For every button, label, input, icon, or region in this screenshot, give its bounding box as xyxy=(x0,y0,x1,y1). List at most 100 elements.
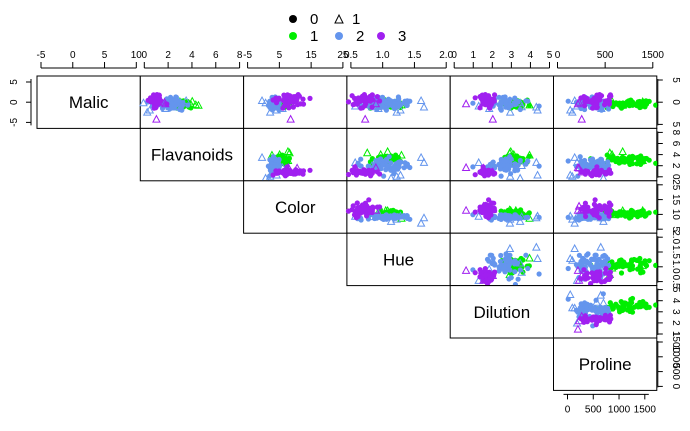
point-hue-dilution-127 xyxy=(503,258,509,264)
point-flavanoids-hue-7 xyxy=(362,148,372,157)
point-malic-hue-168 xyxy=(359,105,366,111)
point-hue-dilution-125 xyxy=(474,275,484,284)
diagonal-label-malic: Malic xyxy=(69,93,109,112)
legend-shape-0-icon xyxy=(289,15,297,23)
right-tick-label-1-2: 4 xyxy=(670,152,681,158)
point-dilution-proline-92 xyxy=(570,303,579,312)
point-dilution-proline-169 xyxy=(578,316,584,322)
right-tick-label-4-4: 1 xyxy=(670,331,681,337)
right-tick-label-2-1: 15 xyxy=(670,194,681,206)
point-dilution-proline-33 xyxy=(617,309,623,315)
point-malic-hue-154 xyxy=(350,102,356,108)
legend-color-2-icon xyxy=(335,32,343,40)
point-flavanoids-hue-124 xyxy=(358,163,364,169)
point-color-hue-174 xyxy=(354,209,360,215)
top-tick-label-hue-3: 2.0 xyxy=(439,50,453,61)
point-malic-flavanoids-134 xyxy=(152,114,161,123)
point-hue-proline-160 xyxy=(603,266,609,272)
top-tick-label-dilution-3: 3 xyxy=(509,50,515,61)
point-hue-proline-109 xyxy=(594,261,600,267)
point-malic-color-134 xyxy=(286,114,295,123)
point-hue-proline-173 xyxy=(594,272,600,278)
point-malic-flavanoids-161 xyxy=(161,99,170,108)
point-color-proline-165 xyxy=(606,213,612,219)
point-malic-hue-122 xyxy=(396,101,402,107)
point-malic-proline-51 xyxy=(653,102,659,108)
point-dilution-proline-103 xyxy=(583,302,589,309)
point-malic-proline-65 xyxy=(565,98,571,104)
point-flavanoids-dilution-127 xyxy=(503,166,509,172)
top-tick-label-flavanoids-4: 8 xyxy=(237,50,243,61)
top-tick-label-malic-1: 0 xyxy=(70,50,76,61)
right-tick-label-3-2: 1.0 xyxy=(670,260,681,274)
point-flavanoids-hue-106 xyxy=(401,165,407,171)
point-malic-hue-155 xyxy=(368,97,374,103)
point-dilution-proline-115 xyxy=(602,307,609,313)
point-color-proline-50 xyxy=(620,210,626,217)
right-tick-label-1-1: 6 xyxy=(670,141,681,147)
point-malic-flavanoids-175 xyxy=(158,98,164,104)
point-flavanoids-color-92 xyxy=(257,152,267,161)
point-malic-dilution-43 xyxy=(525,100,534,109)
point-malic-color-163 xyxy=(281,103,287,109)
point-flavanoids-hue-92 xyxy=(416,152,426,161)
point-color-dilution-30 xyxy=(526,210,532,216)
diagonal-cell-proline xyxy=(553,337,658,391)
point-color-hue-123 xyxy=(404,215,410,221)
point-flavanoids-hue-153 xyxy=(352,164,358,170)
diagonal-cell-hue xyxy=(346,232,451,287)
point-hue-proline-51 xyxy=(653,262,659,268)
point-malic-hue-157 xyxy=(345,99,352,105)
point-hue-dilution-129 xyxy=(484,256,491,262)
point-malic-dilution-172 xyxy=(482,92,488,98)
legend-color-3-label: 3 xyxy=(398,28,406,45)
point-dilution-proline-125 xyxy=(572,318,582,327)
point-color-hue-120 xyxy=(380,213,386,219)
point-malic-hue-148 xyxy=(374,94,380,100)
point-color-dilution-170 xyxy=(479,209,485,216)
point-dilution-proline-161 xyxy=(573,324,583,333)
point-hue-dilution-89 xyxy=(498,252,504,259)
point-flavanoids-proline-51 xyxy=(653,160,659,166)
point-hue-dilution-92 xyxy=(505,243,515,252)
point-flavanoids-proline-115 xyxy=(602,163,609,169)
legend-color-2-label: 2 xyxy=(356,28,364,45)
right-tick-label-0-1: 0 xyxy=(670,99,681,105)
point-dilution-proline-97 xyxy=(592,297,601,306)
point-dilution-proline-57 xyxy=(643,305,650,311)
point-malic-dilution-118 xyxy=(470,100,476,106)
point-malic-color-152 xyxy=(300,96,306,102)
point-malic-color-124 xyxy=(265,102,271,108)
point-malic-flavanoids-77 xyxy=(142,107,152,116)
point-hue-proline-110 xyxy=(587,262,594,268)
point-hue-dilution-160 xyxy=(482,266,488,272)
point-dilution-proline-30 xyxy=(629,295,636,302)
point-flavanoids-proline-44 xyxy=(634,161,640,167)
point-color-proline-51 xyxy=(653,209,659,215)
point-flavanoids-hue-119 xyxy=(358,156,364,162)
point-hue-proline-40 xyxy=(642,258,648,264)
top-tick-label-flavanoids-3: 6 xyxy=(213,50,219,61)
point-flavanoids-proline-153 xyxy=(594,164,600,170)
point-hue-dilution-101 xyxy=(533,253,542,262)
point-malic-proline-161 xyxy=(573,99,583,108)
point-hue-dilution-177 xyxy=(492,269,498,275)
point-malic-color-143 xyxy=(307,95,313,101)
point-malic-proline-163 xyxy=(582,103,588,109)
point-color-proline-57 xyxy=(643,211,650,217)
legend-color-1-icon xyxy=(289,32,297,40)
point-flavanoids-color-7 xyxy=(285,148,294,157)
point-color-hue-173 xyxy=(364,213,370,219)
point-flavanoids-dilution-176 xyxy=(483,170,489,176)
point-color-dilution-121 xyxy=(512,212,519,218)
point-flavanoids-dilution-121 xyxy=(512,161,519,167)
diagonal-label-hue: Hue xyxy=(383,250,414,269)
point-dilution-proline-49 xyxy=(637,303,643,309)
point-dilution-proline-175 xyxy=(606,318,613,324)
point-hue-proline-162 xyxy=(591,278,597,284)
diagonal-label-flavanoids: Flavanoids xyxy=(151,146,233,165)
point-malic-color-172 xyxy=(295,92,301,98)
right-tick-label-3-0: 2.0 xyxy=(670,230,681,244)
point-hue-proline-57 xyxy=(643,263,650,269)
point-malic-proline-134 xyxy=(577,114,587,123)
